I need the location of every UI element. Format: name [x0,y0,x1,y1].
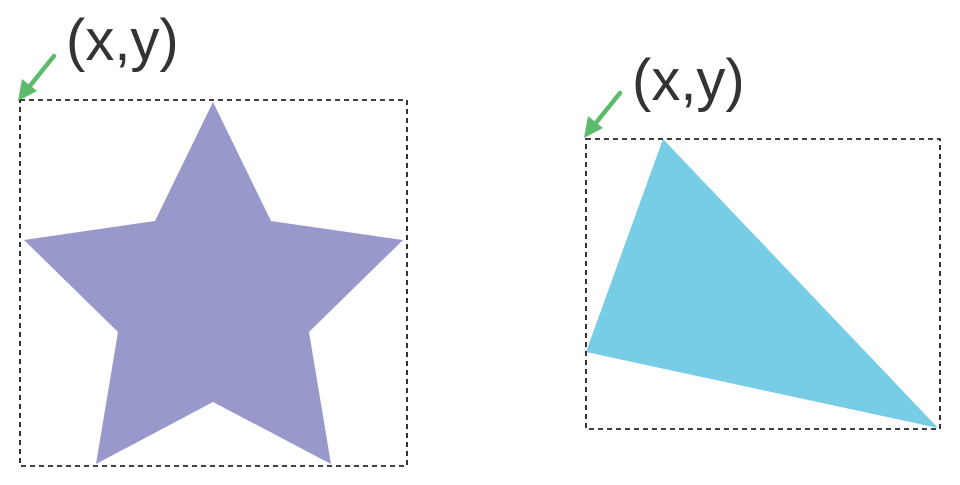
triangle-bounding-box [585,138,941,430]
arrow-down-left-icon [18,53,57,101]
triangle-origin-label: (x,y) [632,48,745,113]
star-bounding-box [19,99,408,467]
arrow-down-left-icon [584,90,623,138]
star-origin-label: (x,y) [66,8,179,73]
triangle-shape [586,139,938,428]
triangle-shape-group [584,90,941,430]
star-shape [24,102,403,464]
star-shape-group [18,53,408,467]
